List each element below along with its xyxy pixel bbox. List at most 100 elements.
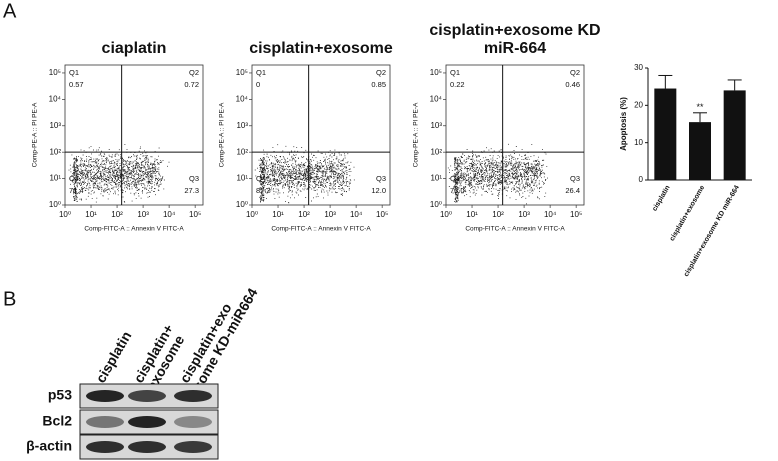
x-tick-label: 10³	[324, 210, 336, 219]
y-tick-label: 10³	[430, 121, 442, 130]
bar	[723, 90, 746, 180]
y-tick-label: 10⁴	[236, 94, 249, 103]
y-tick-label: 10³	[49, 121, 61, 130]
blot-band	[174, 416, 212, 428]
x-tick-label: 10⁴	[544, 210, 557, 219]
quadrant-value: 26.4	[565, 186, 580, 195]
y-axis-label: Comp-PE-A :: PI PE-A	[413, 102, 420, 167]
x-tick-label: cisplatin	[651, 184, 671, 212]
row-label: Bcl2	[42, 413, 72, 429]
quadrant-name: Q4	[256, 174, 266, 183]
y-tick-label: 20	[634, 100, 643, 109]
quadrant-value: 87.2	[256, 186, 271, 195]
y-axis-label: Comp-PE-A :: PI PE-A	[219, 102, 226, 167]
quadrant-value: 0	[256, 80, 260, 89]
event-dots	[254, 144, 355, 204]
y-tick-label: 10¹	[49, 174, 61, 183]
plot-title: cisplatin+exosome	[249, 40, 393, 57]
x-tick-label: 10¹	[466, 210, 478, 219]
y-tick-label: 10	[634, 138, 643, 147]
blot-band	[86, 416, 124, 428]
quadrant-name: Q2	[189, 68, 199, 77]
x-tick-label: 10⁰	[440, 210, 452, 219]
plot-frame	[251, 64, 391, 206]
lane-label-line: cisplatin	[92, 328, 134, 385]
x-tick-label: 10⁵	[376, 210, 388, 219]
x-tick-label: 10⁰	[59, 210, 71, 219]
x-tick-label: 10²	[492, 210, 504, 219]
y-tick-label: 10⁰	[236, 200, 248, 209]
x-tick-label: 10⁵	[570, 210, 582, 219]
y-tick-label: 0	[639, 175, 644, 184]
significance-mark: **	[696, 102, 704, 112]
plot-title: cisplatin+exosome KD miR-664	[429, 22, 601, 57]
x-axis-label: Comp-FITC-A :: Annexin V FITC-A	[271, 226, 371, 233]
quadrant-name: Q1	[69, 68, 79, 77]
quadrant-name: Q3	[376, 174, 386, 183]
quadrant-value: 73.0	[450, 186, 465, 195]
blot-band	[174, 441, 212, 453]
x-tick-label: 10⁵	[189, 210, 201, 219]
bar	[689, 122, 711, 180]
blot-band	[128, 390, 166, 402]
row-label: β-actin	[26, 438, 72, 454]
y-tick-label: 10⁵	[49, 68, 61, 77]
lane-label: cisplatin+exosome KD-miR664	[176, 277, 261, 392]
y-tick-label: 10⁴	[49, 94, 62, 103]
y-tick-label: 10¹	[430, 174, 442, 183]
quadrant-name: Q4	[450, 174, 460, 183]
quadrant-value: 12.0	[371, 186, 386, 195]
x-tick-label: 10²	[111, 210, 123, 219]
x-tick-label: 10⁰	[246, 210, 258, 219]
x-tick-label: 10⁴	[350, 210, 363, 219]
x-tick-label: 10²	[298, 210, 310, 219]
y-tick-label: 10⁵	[430, 68, 442, 77]
y-tick-label: 10⁵	[236, 68, 248, 77]
lane-label: cisplatin+exosome	[130, 321, 189, 393]
quadrant-value: 71.4	[69, 186, 84, 195]
blot-band	[128, 416, 166, 428]
x-tick-label: 10¹	[85, 210, 97, 219]
quadrant-value: 0.85	[371, 80, 386, 89]
quadrant-name: Q2	[570, 68, 580, 77]
x-tick-label: 10³	[137, 210, 149, 219]
x-tick-label: 10⁴	[163, 210, 176, 219]
y-tick-label: 10⁰	[49, 200, 61, 209]
plot-frame	[445, 64, 585, 206]
plot-frame	[64, 64, 204, 206]
event-dots	[68, 144, 170, 203]
plot-title: ciaplatin	[101, 40, 167, 57]
event-dots	[447, 143, 548, 205]
quadrant-name: Q4	[69, 174, 79, 183]
blot-band	[128, 441, 166, 453]
x-tick-label: 10³	[518, 210, 530, 219]
panel-label: A	[3, 0, 17, 22]
y-axis-label: Comp-PE-A :: PI PE-A	[32, 102, 39, 167]
y-tick-label: 30	[634, 63, 643, 72]
blot-band	[86, 441, 124, 453]
panel-label: B	[3, 288, 16, 310]
quadrant-name: Q1	[450, 68, 460, 77]
y-tick-label: 10²	[430, 147, 442, 156]
quadrant-name: Q3	[189, 174, 199, 183]
quadrant-value: 0.22	[450, 80, 465, 89]
x-tick-label: 10¹	[272, 210, 284, 219]
quadrant-name: Q1	[256, 68, 266, 77]
x-axis-label: Comp-FITC-A :: Annexin V FITC-A	[84, 226, 184, 233]
quadrant-name: Q2	[376, 68, 386, 77]
y-tick-label: 10⁰	[430, 200, 442, 209]
bar	[654, 88, 677, 180]
quadrant-value: 0.57	[69, 80, 84, 89]
y-axis-label: Apoptosis (%)	[619, 97, 628, 151]
x-tick-label: cisplatin+exosome	[669, 184, 707, 242]
lane-label: cisplatin	[92, 328, 134, 385]
y-tick-label: 10¹	[236, 174, 248, 183]
y-tick-label: 10³	[236, 121, 248, 130]
quadrant-value: 0.72	[184, 80, 199, 89]
y-tick-label: 10²	[49, 147, 61, 156]
quadrant-value: 0.46	[565, 80, 580, 89]
quadrant-value: 27.3	[184, 186, 199, 195]
y-tick-label: 10⁴	[430, 94, 443, 103]
